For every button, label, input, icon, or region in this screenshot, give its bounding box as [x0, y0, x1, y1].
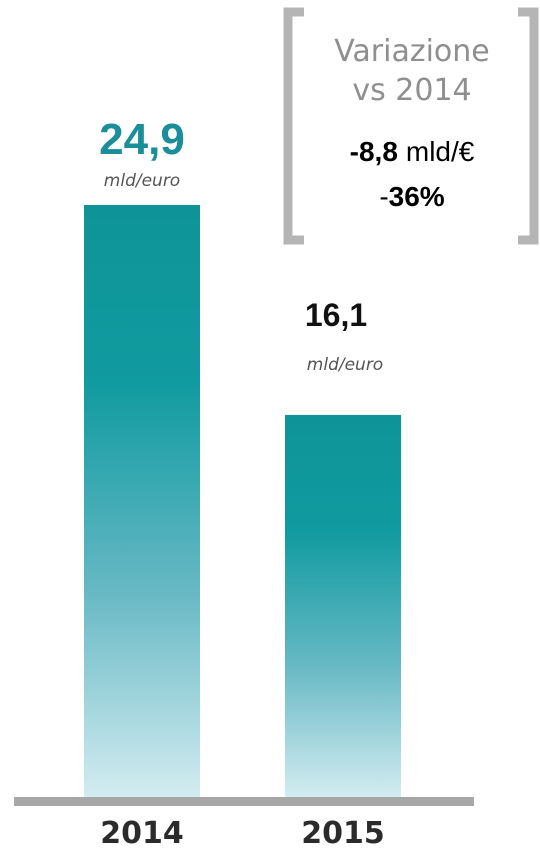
- variation-percent: -36%: [379, 181, 444, 212]
- bar-2015: [285, 414, 401, 799]
- variation-percent-value: 36%: [389, 181, 445, 212]
- x-axis-baseline: [14, 797, 474, 806]
- variation-absolute-value: -8,8: [350, 136, 398, 167]
- x-tick-label-2015: 2015: [301, 816, 385, 851]
- unit-label-2015: mld/euro: [307, 355, 383, 375]
- unit-label-2014: mld/euro: [104, 171, 180, 191]
- x-tick-label-2014: 2014: [100, 816, 184, 851]
- variation-percent-sign: -: [379, 181, 388, 212]
- bar-2014: [84, 205, 200, 799]
- value-label-2015: 16,1: [305, 297, 367, 333]
- variation-absolute: -8,8 mld/€: [350, 136, 475, 167]
- variation-title-line2: vs 2014: [352, 73, 471, 108]
- variation-absolute-unit: mld/€: [406, 136, 475, 167]
- left-bracket: [283, 7, 304, 245]
- right-bracket: [518, 7, 539, 245]
- value-label-2014: 24,9: [99, 115, 185, 164]
- variation-title-line1: Variazione: [334, 34, 490, 69]
